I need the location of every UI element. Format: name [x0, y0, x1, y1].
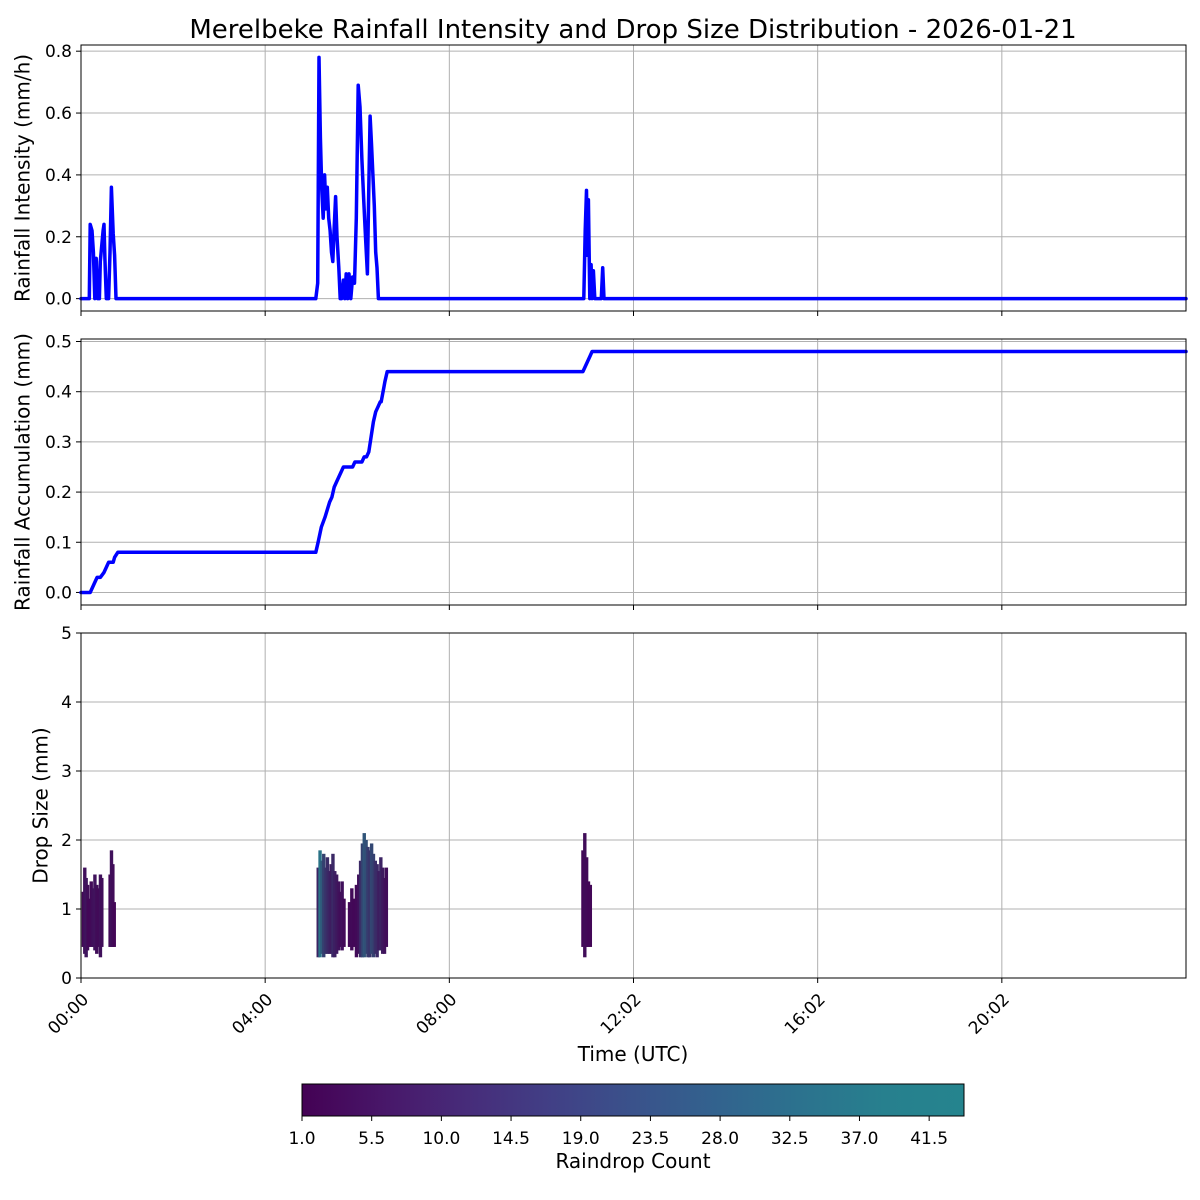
y-axis-label-2: Rainfall Accumulation (mm) [11, 333, 35, 611]
heatmap-cell [373, 860, 378, 954]
panel-frame [80, 632, 1187, 979]
colorbar-tick-label: 23.5 [631, 1129, 669, 1149]
colorbar-tick-label: 19.0 [562, 1129, 600, 1149]
y-tick-label: 0 [61, 969, 72, 989]
panel-frame [80, 338, 1187, 606]
heatmap-cell [371, 853, 376, 958]
y-tick-label: 0.0 [45, 290, 72, 310]
y-tick-label: 0.6 [45, 104, 72, 124]
heatmap-cell [89, 881, 93, 947]
heatmap-cell [588, 884, 593, 947]
y-tick-label: 0.3 [45, 433, 72, 453]
heatmap-cell [354, 884, 359, 958]
colorbar-tick-label: 10.0 [422, 1129, 460, 1149]
heatmap-cell [95, 884, 99, 954]
heatmap-cell [586, 881, 591, 947]
y-tick-label: 0.2 [45, 228, 72, 248]
y-tick-label: 3 [61, 762, 72, 782]
heatmap-cell [93, 874, 97, 951]
y-tick-label: 5 [61, 624, 72, 644]
heatmap-cell [369, 843, 374, 954]
heatmap-cell [333, 871, 337, 958]
heatmap-cell [358, 860, 363, 958]
heatmap-cell [583, 833, 587, 958]
y-axis-label-1: Rainfall Intensity (mm/h) [11, 54, 35, 302]
series-line [79, 349, 1188, 595]
colorbar-tick-label: 28.0 [701, 1129, 739, 1149]
y-tick-label: 0.2 [45, 483, 72, 503]
heatmap-cell [584, 857, 589, 947]
heatmap-cell [334, 874, 339, 954]
heatmap-cell [380, 867, 385, 954]
y-tick-label: 0.0 [45, 583, 72, 603]
panel-2: 0.0 0.1 0.2 0.3 0.4 0.5 [45, 333, 1188, 610]
y-tick-label: 0.1 [45, 533, 72, 553]
colorbar-label: Raindrop Count [555, 1149, 710, 1173]
heatmap-cell [331, 853, 335, 958]
y-tick-label: 0.5 [45, 333, 72, 353]
colorbar-tick-label: 5.5 [358, 1129, 385, 1149]
heatmap-cell [323, 867, 328, 954]
y-axis-label-3: Drop Size (mm) [29, 727, 53, 883]
heatmap-cell [91, 888, 95, 947]
heatmap-cell [316, 867, 320, 958]
heatmap-cell [362, 833, 366, 958]
heatmap-cell [322, 853, 326, 958]
heatmap-cell [112, 902, 116, 947]
heatmap-cell [320, 860, 324, 954]
heatmap-cell [366, 846, 370, 958]
heatmap-cell [375, 864, 379, 958]
heatmap-cell [360, 843, 365, 958]
heatmap-cell [350, 888, 354, 951]
y-tick-label: 2 [61, 831, 72, 851]
heatmap-cell [379, 857, 383, 951]
panel-3: 0 1 2 3 4 5 [61, 624, 1187, 989]
y-tick-label: 4 [61, 693, 72, 713]
heatmap-cell [318, 850, 322, 958]
panel-frame [80, 44, 1187, 312]
heatmap-cell [338, 891, 343, 947]
colorbar-tick-label: 41.5 [910, 1129, 948, 1149]
colorbar-tick-label: 1.0 [288, 1129, 315, 1149]
y-tick-label: 1 [61, 900, 72, 920]
heatmap-cell [100, 877, 104, 947]
x-axis-label: Time (UTC) [577, 1042, 689, 1066]
heatmap-cell [336, 881, 341, 951]
series-line [79, 55, 1188, 301]
heatmap-cell [325, 857, 330, 954]
y-tick-label: 0.8 [45, 42, 72, 62]
colorbar-tick-label: 14.5 [492, 1129, 530, 1149]
y-tick-label: 0.4 [45, 166, 72, 186]
chart-title: Merelbeke Rainfall Intensity and Drop Si… [189, 15, 1076, 45]
panels-layer: 0.0 0.2 0.4 0.6 0.8 0.0 0.1 0.2 0.3 0.4 0.5 0 1 2 3 4 5 R… [11, 42, 1188, 989]
heatmap-cell [327, 871, 331, 954]
heatmap-cell [87, 898, 91, 947]
heatmap-cell [364, 840, 368, 954]
heatmap-cell [96, 888, 101, 947]
heatmap-cell [382, 877, 387, 954]
colorbar-layer: 1.0 5.5 10.0 14.5 19.0 23.5 28.0 32.5 37.0 41.5 Ra… [288, 1083, 965, 1173]
colorbar [301, 1083, 965, 1117]
heatmap-cell [347, 902, 352, 947]
heatmap-cell [357, 874, 361, 954]
heatmap-cell [377, 871, 381, 951]
colorbar-tick-label: 32.5 [771, 1129, 809, 1149]
heatmap-cell [340, 881, 344, 951]
heatmap-cell [384, 867, 389, 947]
heatmap-cell [352, 898, 356, 947]
colorbar-tick-label: 37.0 [841, 1129, 879, 1149]
panel-1: 0.0 0.2 0.4 0.6 0.8 [45, 42, 1188, 316]
heatmap-cell [329, 864, 333, 954]
y-tick-label: 0.4 [45, 383, 72, 403]
heatmap-cell [342, 898, 346, 947]
heatmap-cell [368, 850, 372, 958]
heatmap-cell [581, 850, 585, 947]
